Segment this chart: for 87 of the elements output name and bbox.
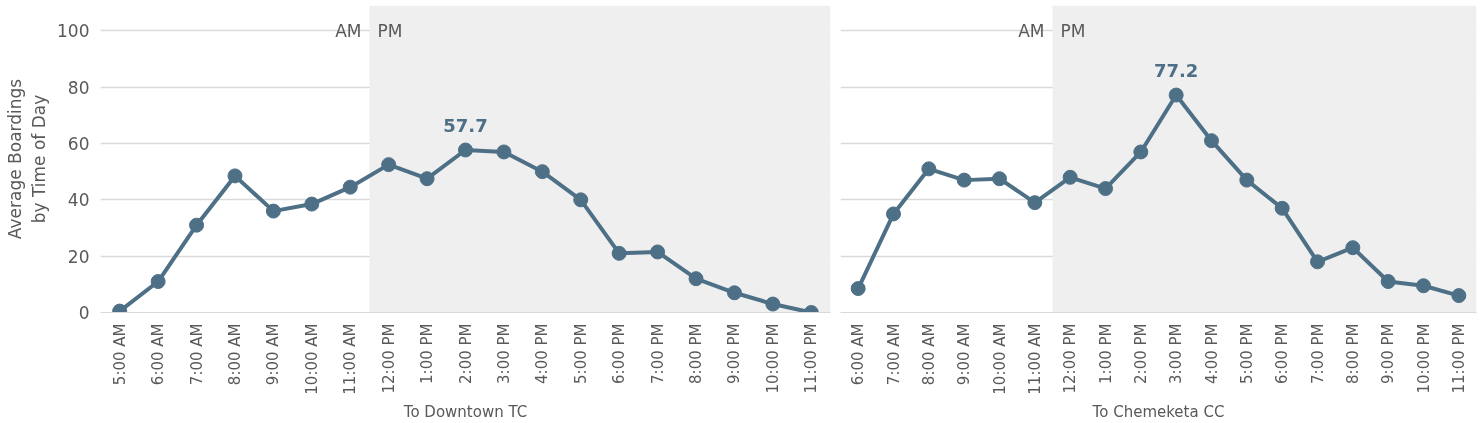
x-tick-label: 9:00 AM bbox=[264, 323, 283, 386]
annotation: AM bbox=[1018, 20, 1045, 41]
point bbox=[1204, 133, 1219, 149]
point bbox=[534, 164, 550, 180]
point bbox=[381, 157, 397, 173]
x-tick-label: 5:00 AM bbox=[110, 323, 129, 386]
x-tick-label: 2:00 PM bbox=[456, 323, 475, 384]
point bbox=[265, 203, 281, 219]
x-tick-label: 2:00 PM bbox=[1131, 323, 1150, 384]
x-tick-label: 6:00 PM bbox=[610, 323, 629, 384]
x-tick-label: 12:00 PM bbox=[379, 323, 398, 394]
x-tick-label: 10:00 PM bbox=[1414, 323, 1433, 394]
x-tick-label: 1:00 PM bbox=[1096, 323, 1115, 384]
y-tick-label: 80 bbox=[67, 77, 90, 98]
y-tick-label: 0 bbox=[78, 303, 90, 323]
point bbox=[1062, 169, 1078, 185]
x-tick-label: 1:00 PM bbox=[418, 323, 437, 384]
data-label: 57.7 bbox=[443, 114, 488, 136]
y-tick-label: 100 bbox=[57, 21, 90, 42]
x-tick-label: 10:00 AM bbox=[302, 323, 321, 395]
x-tick-label: 9:00 PM bbox=[725, 323, 744, 384]
band-label: PM bbox=[1060, 20, 1086, 41]
point bbox=[650, 244, 666, 260]
point bbox=[1274, 200, 1290, 216]
x-tick-label: 4:00 PM bbox=[1202, 323, 1221, 384]
x-tick-label: 11:00 PM bbox=[1449, 323, 1468, 394]
point bbox=[956, 172, 972, 188]
point bbox=[189, 217, 205, 233]
x-tick-label: 8:00 PM bbox=[1343, 323, 1362, 384]
y-tick-label: 20 bbox=[67, 246, 90, 267]
x-tick-label: 5:00 PM bbox=[1237, 323, 1256, 384]
x-tick-label: 9:00 AM bbox=[955, 323, 974, 386]
point bbox=[992, 171, 1007, 187]
band-label: PM bbox=[377, 20, 403, 41]
point bbox=[1451, 288, 1467, 304]
x-tick-label: 7:00 AM bbox=[884, 323, 903, 386]
point bbox=[1027, 195, 1043, 211]
data-label: 77.2 bbox=[1153, 60, 1199, 82]
x-tick-label: 7:00 PM bbox=[1308, 323, 1327, 384]
point bbox=[150, 274, 166, 289]
x-tick-label: 8:00 AM bbox=[919, 323, 938, 386]
x-tick-label: 12:00 PM bbox=[1061, 323, 1080, 394]
point bbox=[726, 285, 742, 301]
point bbox=[1239, 172, 1255, 188]
y-tick-label: 40 bbox=[67, 190, 90, 211]
point bbox=[304, 196, 320, 212]
point bbox=[765, 296, 781, 312]
point bbox=[688, 271, 704, 287]
point bbox=[1345, 240, 1361, 256]
point bbox=[921, 161, 937, 177]
y-tick-label: 60 bbox=[67, 134, 90, 155]
x-tick-label: 3:00 PM bbox=[494, 323, 513, 384]
point bbox=[1133, 144, 1149, 160]
x-tick-label: 7:00 PM bbox=[648, 323, 667, 384]
point bbox=[886, 206, 901, 222]
x-tick-label: 5:00 PM bbox=[571, 323, 590, 384]
point bbox=[850, 281, 866, 297]
point bbox=[496, 144, 512, 160]
point bbox=[419, 171, 435, 187]
x-tick-label: 9:00 PM bbox=[1379, 323, 1398, 384]
point bbox=[1098, 181, 1113, 197]
x-tick-label: 7:00 AM bbox=[187, 323, 206, 386]
x-tick-label: 11:00 AM bbox=[1025, 323, 1044, 395]
x-tick-label: 6:00 AM bbox=[849, 323, 868, 386]
x-axis-title: To Chemeketa CC bbox=[1091, 402, 1225, 421]
point bbox=[1416, 278, 1431, 294]
point bbox=[1168, 87, 1184, 103]
x-tick-label: 8:00 AM bbox=[225, 323, 244, 386]
x-tick-label: 6:00 AM bbox=[149, 323, 168, 386]
point bbox=[573, 192, 589, 208]
annotation: AM bbox=[335, 20, 362, 41]
x-tick-label: 6:00 PM bbox=[1273, 323, 1292, 384]
point bbox=[1310, 254, 1325, 270]
point bbox=[342, 179, 358, 195]
point bbox=[227, 168, 243, 184]
x-axis-title: To Downtown TC bbox=[402, 402, 528, 421]
point bbox=[458, 142, 473, 158]
point bbox=[611, 245, 627, 261]
x-tick-label: 10:00 AM bbox=[990, 323, 1009, 395]
x-tick-label: 4:00 PM bbox=[533, 323, 552, 384]
x-tick-label: 11:00 AM bbox=[341, 323, 360, 395]
x-tick-label: 8:00 PM bbox=[687, 323, 706, 384]
y-axis-title: Average Boardings by Time of Day bbox=[5, 78, 50, 240]
x-tick-label: 11:00 PM bbox=[802, 323, 821, 394]
x-tick-label: 10:00 PM bbox=[763, 323, 782, 394]
x-tick-label: 3:00 PM bbox=[1167, 323, 1186, 384]
point bbox=[1380, 274, 1396, 289]
